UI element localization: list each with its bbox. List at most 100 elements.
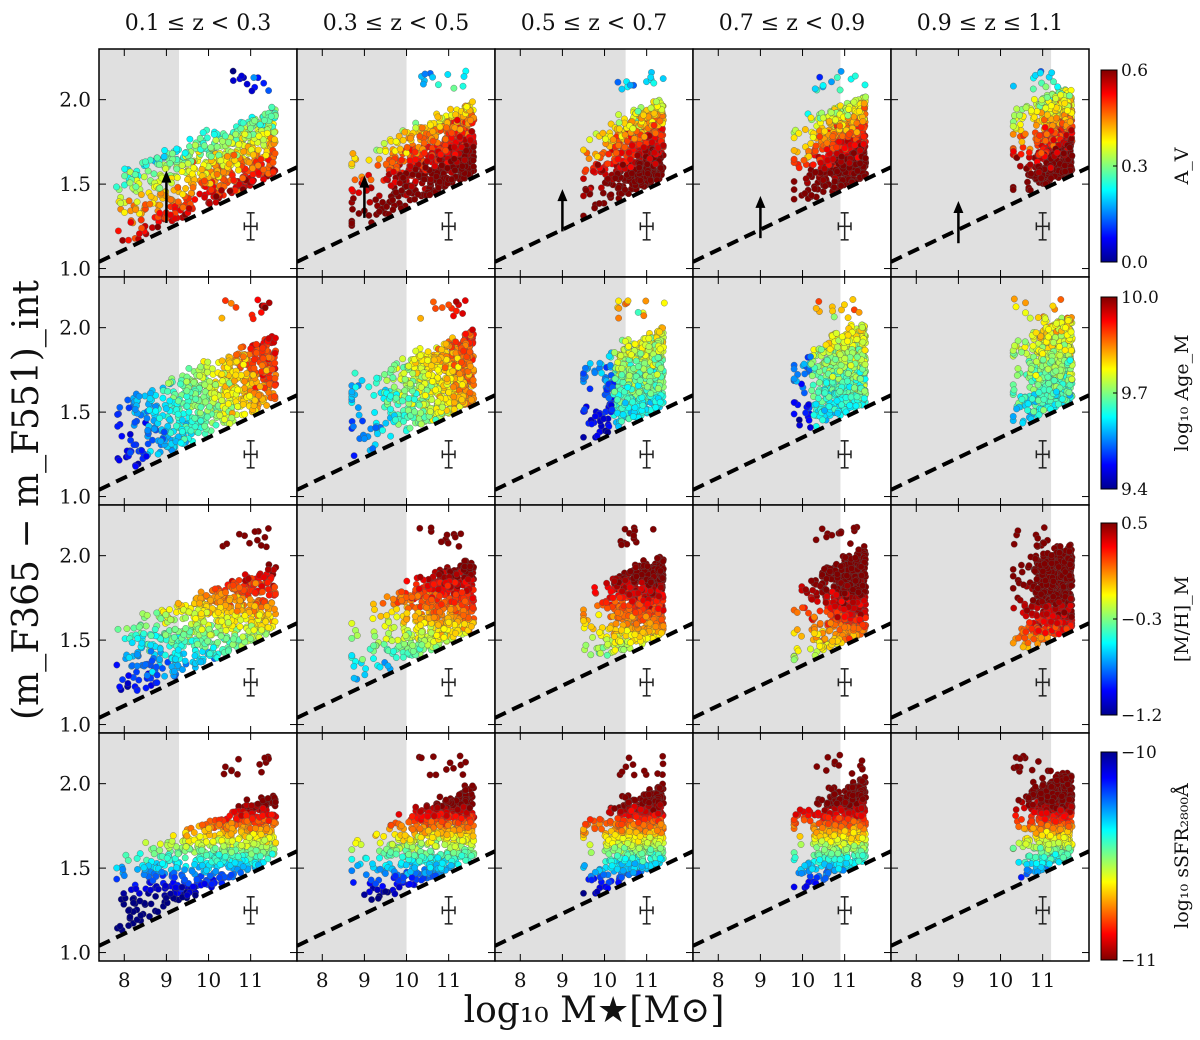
data-point bbox=[191, 196, 199, 203]
data-point bbox=[235, 141, 243, 148]
data-point bbox=[837, 68, 845, 75]
data-point bbox=[405, 189, 413, 196]
data-point bbox=[212, 421, 220, 429]
data-point bbox=[140, 173, 148, 181]
data-point bbox=[407, 134, 414, 142]
data-point bbox=[412, 178, 419, 185]
scatter-points bbox=[114, 296, 280, 470]
data-point bbox=[1060, 150, 1068, 157]
data-point bbox=[115, 456, 123, 464]
data-point bbox=[379, 426, 386, 434]
data-point bbox=[416, 133, 424, 140]
data-point bbox=[1033, 122, 1040, 129]
scatter-points bbox=[580, 297, 668, 441]
data-point bbox=[657, 164, 665, 172]
data-point bbox=[411, 408, 418, 416]
data-point bbox=[132, 206, 139, 213]
data-point bbox=[1064, 107, 1071, 114]
data-point bbox=[150, 170, 158, 178]
data-point bbox=[392, 416, 399, 424]
data-point bbox=[428, 396, 436, 404]
column-titles: 0.1 ≤ z < 0.3 0.3 ≤ z < 0.5 0.5 ≤ z < 0.… bbox=[125, 11, 1063, 36]
data-point bbox=[131, 406, 139, 413]
scatter-points bbox=[1009, 68, 1076, 194]
data-point bbox=[427, 176, 435, 183]
data-point bbox=[348, 388, 356, 396]
data-point bbox=[406, 163, 414, 170]
data-point bbox=[162, 405, 170, 413]
data-point bbox=[604, 175, 612, 183]
data-point bbox=[417, 409, 424, 417]
data-point bbox=[162, 165, 169, 173]
data-point bbox=[367, 176, 375, 184]
data-point bbox=[650, 79, 658, 87]
data-point bbox=[379, 198, 386, 206]
data-point bbox=[823, 139, 831, 147]
data-point bbox=[183, 378, 191, 386]
data-point bbox=[819, 114, 827, 122]
data-point bbox=[365, 156, 373, 164]
data-point bbox=[192, 395, 200, 403]
data-point bbox=[211, 394, 219, 402]
data-point bbox=[166, 416, 173, 424]
data-point bbox=[212, 136, 220, 144]
data-point bbox=[652, 160, 659, 168]
data-point bbox=[119, 237, 126, 244]
data-point bbox=[636, 177, 644, 184]
data-point bbox=[462, 330, 469, 338]
data-point bbox=[423, 157, 431, 165]
data-point bbox=[174, 183, 182, 191]
data-point bbox=[258, 362, 266, 369]
data-point bbox=[428, 153, 435, 161]
data-point bbox=[432, 386, 439, 394]
data-point bbox=[582, 166, 590, 174]
data-point bbox=[392, 189, 400, 196]
data-point bbox=[159, 394, 167, 402]
data-point bbox=[1044, 111, 1051, 119]
data-point bbox=[1018, 138, 1026, 146]
panel-r1-c0 bbox=[98, 276, 298, 506]
data-point bbox=[372, 196, 380, 204]
data-point bbox=[226, 187, 234, 195]
data-point bbox=[191, 414, 199, 422]
data-point bbox=[265, 87, 272, 94]
data-point bbox=[389, 206, 397, 214]
data-point bbox=[461, 297, 469, 304]
reddening-arrow-head bbox=[161, 170, 172, 183]
data-point bbox=[382, 160, 390, 168]
error-bar bbox=[243, 440, 258, 469]
data-point bbox=[1021, 130, 1029, 138]
data-point bbox=[254, 146, 262, 154]
data-point bbox=[862, 93, 870, 101]
data-point bbox=[802, 175, 810, 183]
data-point bbox=[635, 164, 643, 172]
data-point bbox=[138, 191, 145, 198]
data-point bbox=[271, 382, 279, 389]
data-point bbox=[1016, 111, 1023, 119]
data-point bbox=[262, 151, 270, 159]
data-point bbox=[850, 113, 858, 121]
data-point bbox=[819, 176, 827, 184]
data-point bbox=[1036, 132, 1043, 139]
data-point bbox=[1048, 69, 1056, 77]
data-point bbox=[1068, 135, 1075, 143]
data-point bbox=[160, 428, 168, 436]
data-point bbox=[389, 196, 397, 204]
data-point bbox=[352, 383, 360, 391]
data-point bbox=[201, 177, 208, 185]
data-point bbox=[156, 201, 164, 209]
data-point bbox=[811, 185, 819, 193]
data-point bbox=[143, 453, 150, 460]
data-point bbox=[355, 411, 363, 419]
data-point bbox=[821, 127, 829, 135]
data-point bbox=[212, 381, 219, 389]
data-point bbox=[226, 359, 234, 367]
data-point bbox=[412, 166, 419, 173]
data-point bbox=[249, 371, 257, 379]
data-point bbox=[387, 432, 394, 440]
error-bar bbox=[243, 212, 258, 241]
data-point bbox=[185, 205, 193, 212]
data-point bbox=[417, 420, 425, 428]
data-point bbox=[403, 149, 410, 157]
